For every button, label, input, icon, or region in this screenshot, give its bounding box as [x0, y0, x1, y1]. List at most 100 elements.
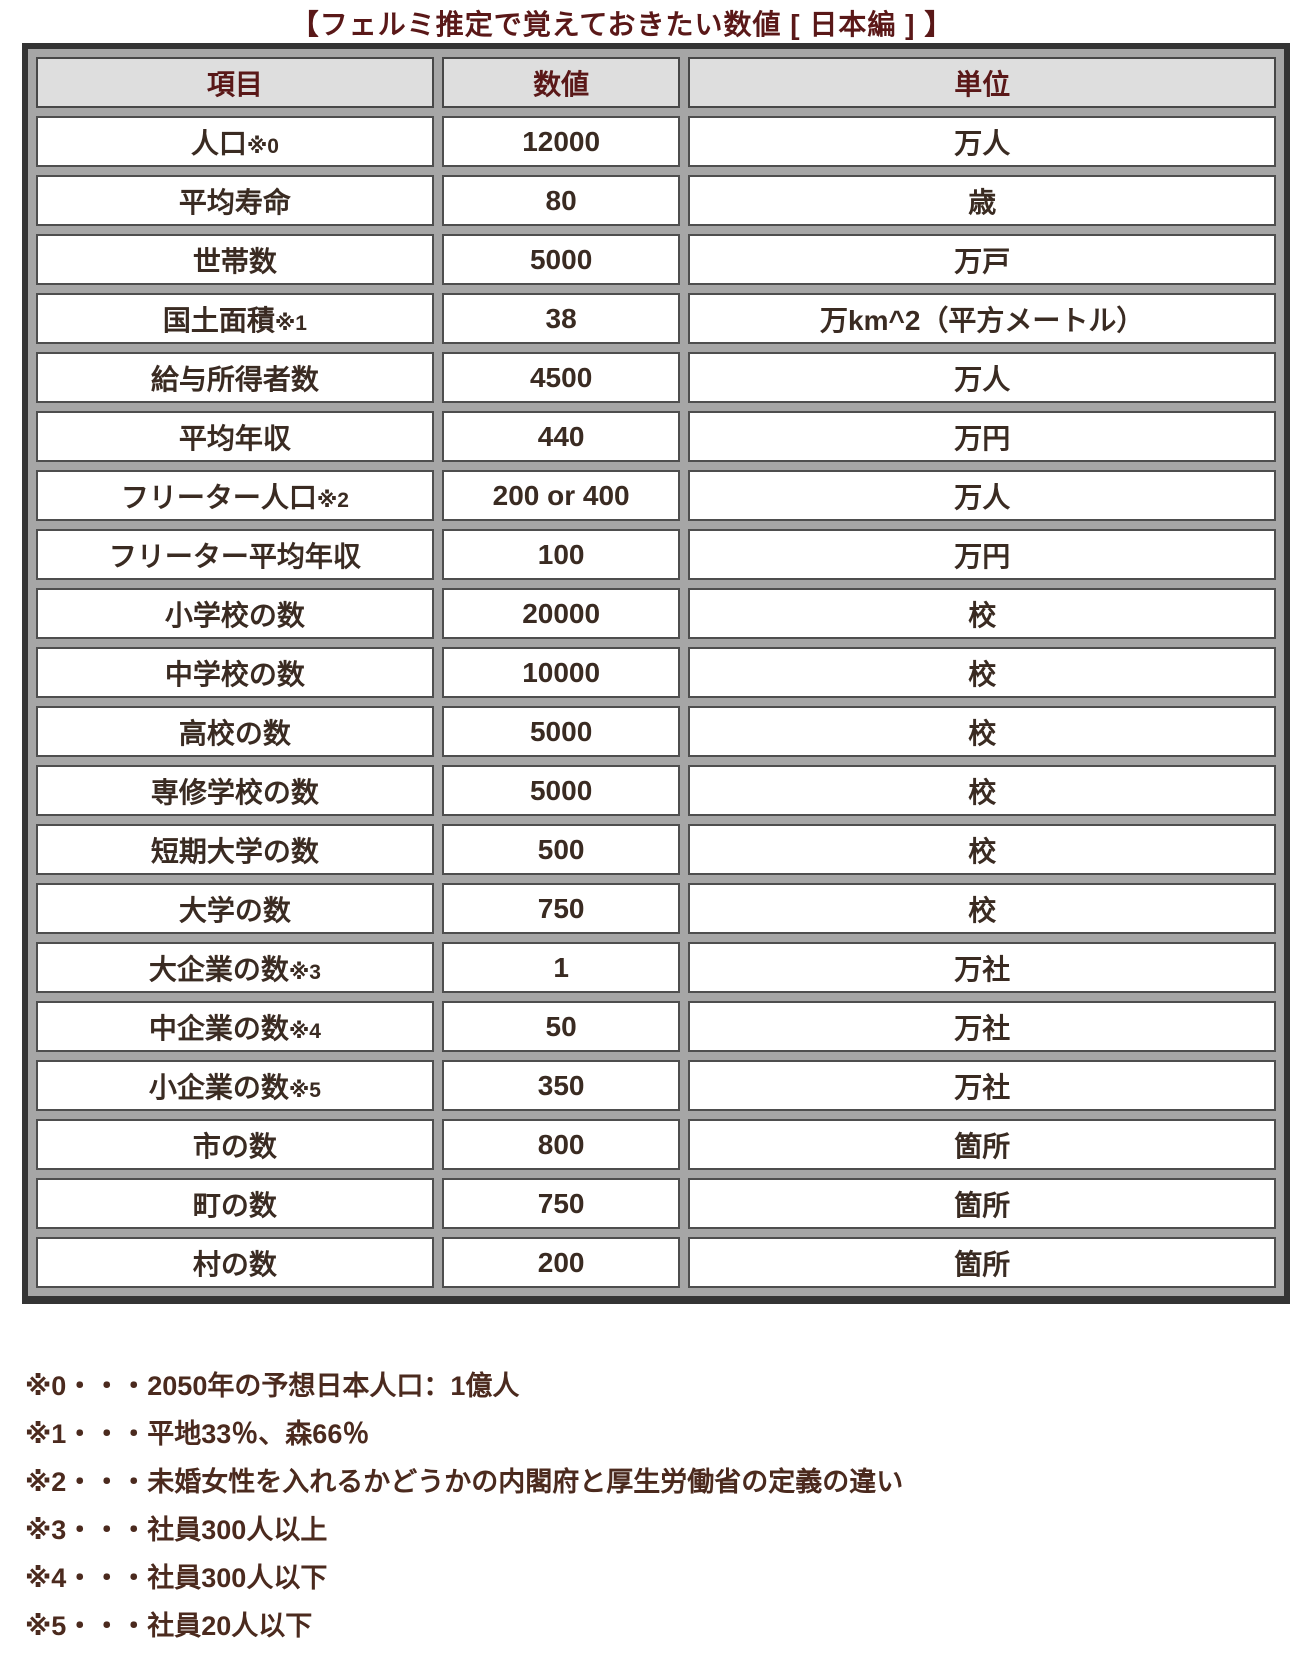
table-row: 国土面積※1 38 万km^2（平方メートル）: [36, 293, 1276, 344]
note-reference: ※3: [288, 960, 321, 984]
value-cell: 80: [441, 175, 681, 226]
unit-cell: 万円: [688, 529, 1276, 580]
table-row: 平均年収 440 万円: [36, 411, 1276, 462]
unit-cell: 校: [688, 883, 1276, 934]
table-row: 小学校の数 20000 校: [36, 588, 1276, 639]
item-cell: 村の数: [36, 1237, 434, 1288]
value-cell: 38: [441, 293, 681, 344]
item-cell: 中学校の数: [36, 647, 434, 698]
footnote-3: ※3・・・社員300人以上: [25, 1515, 328, 1545]
table-row: 市の数 800 箇所: [36, 1119, 1276, 1170]
note-reference: ※5: [288, 1078, 321, 1102]
table-row: 平均寿命 80 歳: [36, 175, 1276, 226]
unit-cell: 箇所: [688, 1178, 1276, 1229]
unit-cell: 箇所: [688, 1119, 1276, 1170]
footnotes: ※0・・・2050年の予想日本人口：1億人 ※1・・・平地33％、森66％ ※2・・…: [25, 1362, 1300, 1650]
value-cell: 5000: [441, 234, 681, 285]
item-cell: フリーター人口※2: [36, 470, 434, 521]
unit-cell: 万人: [688, 470, 1276, 521]
table-row: 小企業の数※5 350 万社: [36, 1060, 1276, 1111]
table-row: 中企業の数※4 50 万社: [36, 1001, 1276, 1052]
item-cell: 市の数: [36, 1119, 434, 1170]
table-row: 世帯数 5000 万戸: [36, 234, 1276, 285]
unit-cell: 校: [688, 588, 1276, 639]
unit-cell: 箇所: [688, 1237, 1276, 1288]
column-header-0: 項目: [36, 57, 434, 108]
item-cell: 小学校の数: [36, 588, 434, 639]
table-row: 町の数 750 箇所: [36, 1178, 1276, 1229]
unit-cell: 万社: [688, 1001, 1276, 1052]
unit-cell: 校: [688, 706, 1276, 757]
column-header-1: 数値: [441, 57, 681, 108]
data-table: 項目 数値 単位 人口※0 12000 万人 平均寿命 80 歳世帯数 5000 万戸 国土面積※1…: [28, 49, 1284, 1296]
unit-cell: 校: [688, 765, 1276, 816]
note-reference: ※1: [274, 311, 307, 335]
item-cell: 国土面積※1: [36, 293, 434, 344]
data-table-frame: 項目 数値 単位 人口※0 12000 万人 平均寿命 80 歳世帯数 5000 万戸 国土面積※1…: [22, 43, 1290, 1304]
item-cell: 専修学校の数: [36, 765, 434, 816]
value-cell: 440: [441, 411, 681, 462]
page-title: 【フェルミ推定で覚えておきたい数値 [ 日本編 ] 】: [290, 9, 954, 40]
value-cell: 20000: [441, 588, 681, 639]
value-cell: 50: [441, 1001, 681, 1052]
unit-cell: 万円: [688, 411, 1276, 462]
unit-cell: 万人: [688, 116, 1276, 167]
unit-cell: 万戸: [688, 234, 1276, 285]
unit-cell: 歳: [688, 175, 1276, 226]
value-cell: 10000: [441, 647, 681, 698]
item-cell: 短期大学の数: [36, 824, 434, 875]
item-cell: 平均寿命: [36, 175, 434, 226]
header-row: 項目 数値 単位: [36, 57, 1276, 108]
table-row: 高校の数 5000 校: [36, 706, 1276, 757]
unit-cell: 万人: [688, 352, 1276, 403]
table-row: 大企業の数※3 1 万社: [36, 942, 1276, 993]
value-cell: 500: [441, 824, 681, 875]
table-row: フリーター人口※2 200 or 400 万人: [36, 470, 1276, 521]
footnote-0: ※0・・・2050年の予想日本人口：1億人: [25, 1371, 520, 1401]
item-cell: フリーター平均年収: [36, 529, 434, 580]
table-row: 短期大学の数 500 校: [36, 824, 1276, 875]
value-cell: 350: [441, 1060, 681, 1111]
note-reference: ※0: [246, 134, 279, 158]
unit-cell: 万社: [688, 942, 1276, 993]
footnote-2: ※2・・・未婚女性を入れるかどうかの内閣府と厚生労働省の定義の違い: [25, 1467, 904, 1497]
value-cell: 750: [441, 883, 681, 934]
note-reference: ※2: [316, 488, 349, 512]
item-cell: 小企業の数※5: [36, 1060, 434, 1111]
table-row: 村の数 200 箇所: [36, 1237, 1276, 1288]
item-cell: 中企業の数※4: [36, 1001, 434, 1052]
unit-cell: 校: [688, 647, 1276, 698]
unit-cell: 万社: [688, 1060, 1276, 1111]
table-row: 中学校の数 10000 校: [36, 647, 1276, 698]
item-cell: 町の数: [36, 1178, 434, 1229]
item-cell: 世帯数: [36, 234, 434, 285]
item-cell: 大企業の数※3: [36, 942, 434, 993]
value-cell: 1: [441, 942, 681, 993]
item-cell: 平均年収: [36, 411, 434, 462]
table-row: 大学の数 750 校: [36, 883, 1276, 934]
table-row: 給与所得者数 4500 万人: [36, 352, 1276, 403]
value-cell: 200: [441, 1237, 681, 1288]
value-cell: 5000: [441, 706, 681, 757]
item-cell: 給与所得者数: [36, 352, 434, 403]
item-cell: 高校の数: [36, 706, 434, 757]
table-row: 人口※0 12000 万人: [36, 116, 1276, 167]
value-cell: 100: [441, 529, 681, 580]
item-cell: 大学の数: [36, 883, 434, 934]
table-body: 人口※0 12000 万人 平均寿命 80 歳世帯数 5000 万戸 国土面積※1 38 万km^2…: [36, 116, 1276, 1288]
value-cell: 750: [441, 1178, 681, 1229]
note-reference: ※4: [288, 1019, 321, 1043]
value-cell: 800: [441, 1119, 681, 1170]
value-cell: 5000: [441, 765, 681, 816]
table-row: フリーター平均年収 100 万円: [36, 529, 1276, 580]
footnote-4: ※4・・・社員300人以下: [25, 1563, 328, 1593]
table-row: 専修学校の数 5000 校: [36, 765, 1276, 816]
column-header-2: 単位: [688, 57, 1276, 108]
footnote-5: ※5・・・社員20人以下: [25, 1611, 313, 1641]
value-cell: 200 or 400: [441, 470, 681, 521]
item-cell: 人口※0: [36, 116, 434, 167]
unit-cell: 万km^2（平方メートル）: [688, 293, 1276, 344]
unit-cell: 校: [688, 824, 1276, 875]
value-cell: 4500: [441, 352, 681, 403]
